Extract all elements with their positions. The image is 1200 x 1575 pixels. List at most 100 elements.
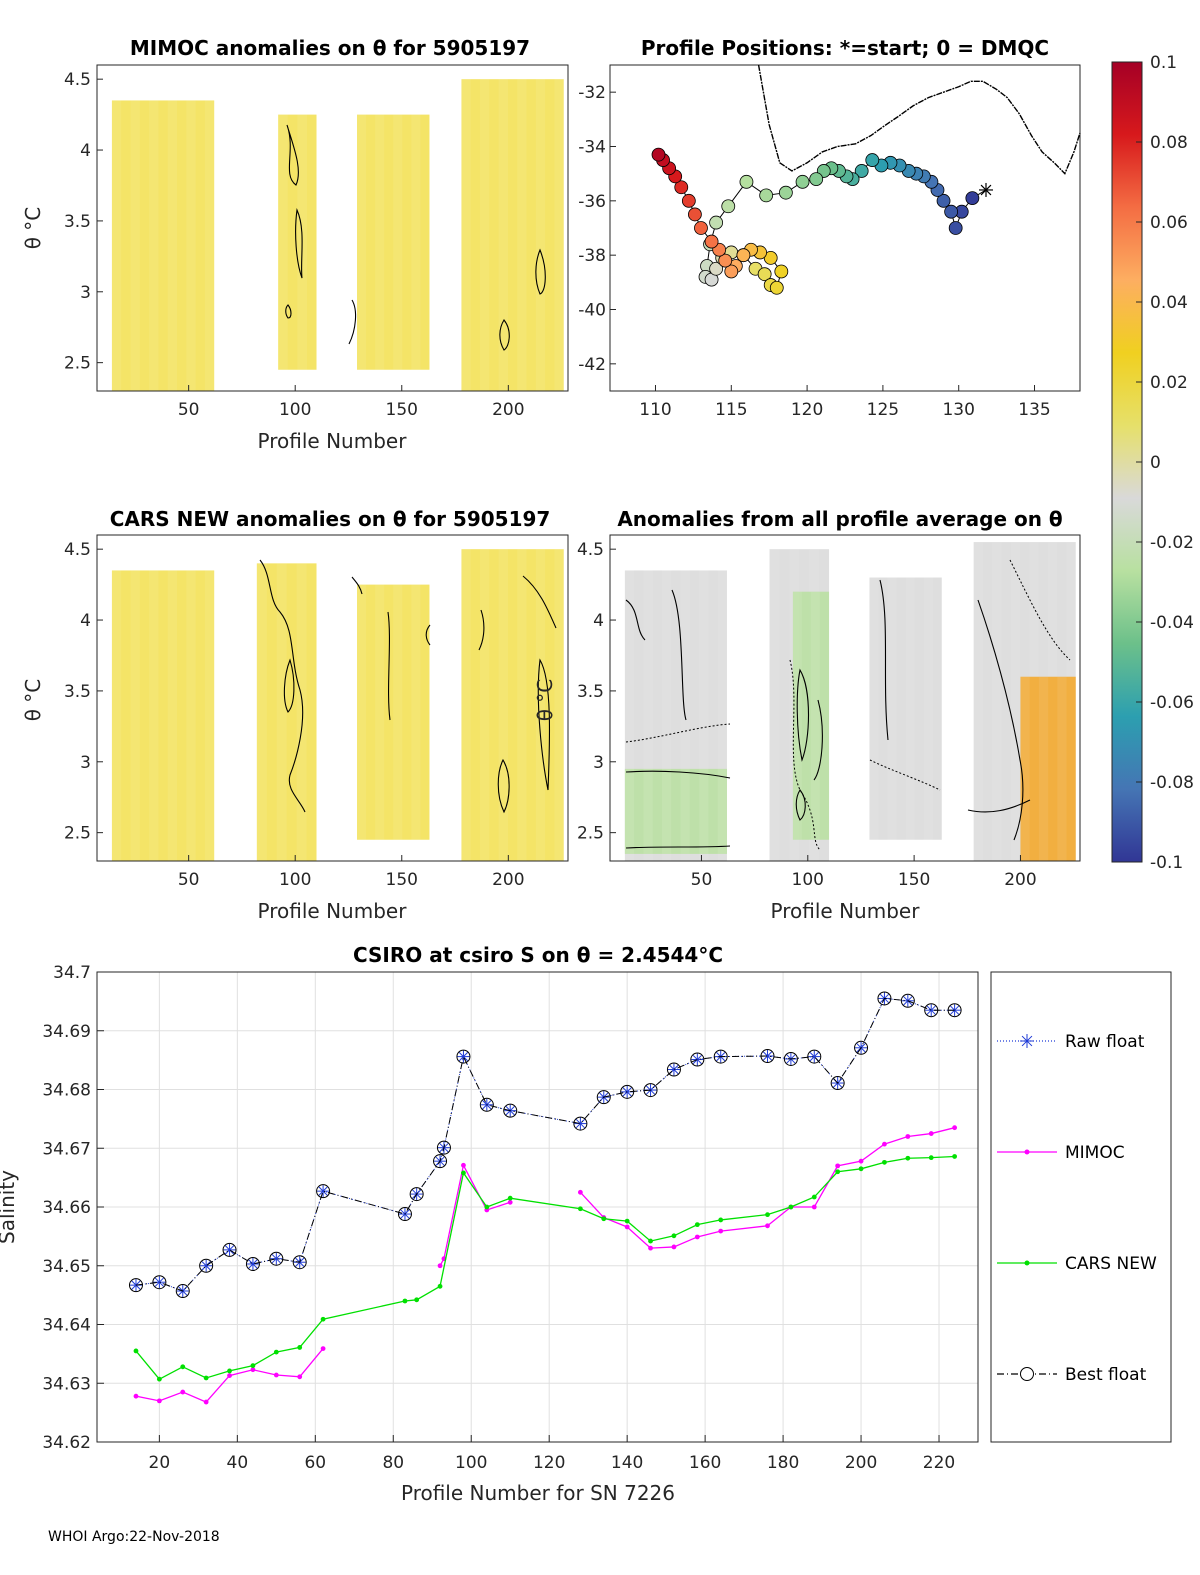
all-texture-stripe — [887, 577, 897, 840]
cars-texture-stripe — [517, 549, 527, 861]
all-texture-stripe — [992, 542, 1002, 861]
cars-data-block — [111, 570, 215, 861]
cars-point — [928, 1155, 934, 1161]
profile-position-point — [709, 215, 724, 230]
colorbar-tick-label: 0.06 — [1150, 213, 1188, 233]
cars-contour-line — [283, 658, 295, 713]
positions-xtick-label: 115 — [715, 400, 747, 420]
all-texture-stripe — [869, 577, 879, 840]
profile-position-point — [674, 180, 689, 195]
salinity-ytick-label: 34.7 — [53, 963, 91, 983]
profile-position-point — [854, 164, 869, 178]
float-track — [651, 147, 993, 295]
cars-point — [835, 1169, 841, 1175]
raw-point — [271, 1254, 281, 1264]
best-point — [573, 1116, 588, 1131]
all-data-block — [1020, 676, 1076, 861]
best-point — [830, 1076, 845, 1091]
all-data-block — [869, 577, 942, 840]
best-point — [456, 1049, 471, 1064]
legend-marker — [1024, 1260, 1030, 1266]
mimoc-title: MIMOC anomalies on θ for 5905197 — [130, 36, 530, 60]
mimoc-texture-stripe — [149, 100, 159, 391]
colorbar-tick-label: -0.1 — [1150, 853, 1183, 873]
cars-point — [718, 1217, 724, 1223]
mimoc-point — [507, 1199, 513, 1205]
mimoc-contour-line — [286, 124, 299, 186]
positions-panel: Profile Positions: *=start; 0 = DMQC 110… — [578, 36, 1081, 420]
all-heatmap — [624, 542, 1076, 861]
positions-xtick-label: 135 — [1018, 400, 1050, 420]
all-contour-line — [795, 789, 806, 821]
cars-panel: CARS NEW anomalies on θ for 5905197 θ °C… — [21, 507, 569, 923]
raw-point — [248, 1259, 258, 1269]
mimoc-texture-stripe — [535, 79, 546, 391]
best-point — [596, 1090, 611, 1105]
positions-ytick-label: -34 — [578, 138, 606, 158]
mimoc-point — [250, 1367, 256, 1373]
mimoc-contour-line — [535, 248, 546, 295]
mimoc-point — [320, 1346, 326, 1351]
profile-position-point — [739, 174, 754, 189]
mimoc-point — [203, 1399, 209, 1405]
all-ytick-label: 4.5 — [577, 540, 604, 560]
cars-point — [320, 1316, 326, 1322]
colorbar-ticks: 0.1 0.08 0.06 0.04 0.02 0 -0.02 -0.04 -0.06 -0.08… — [1136, 53, 1194, 873]
cars-texture-stripe — [461, 549, 471, 861]
all-texture-stripe — [643, 570, 653, 861]
all-texture-stripe — [699, 768, 709, 854]
mimoc-panel: MIMOC anomalies on θ for 5905197 50 100 15… — [21, 36, 569, 453]
salinity-xtick-label: 20 — [149, 1453, 171, 1473]
mimoc-contour-line — [499, 319, 510, 351]
mimoc-point — [905, 1134, 911, 1139]
cars-xtick-label: 50 — [178, 870, 200, 890]
mimoc-point — [624, 1224, 630, 1230]
colorbar-tick-label: -0.06 — [1150, 693, 1194, 713]
best-point — [269, 1251, 284, 1266]
all-title: Anomalies from all profile average on θ — [617, 507, 1062, 531]
mimoc-xtick-label: 50 — [178, 400, 200, 420]
cars-point — [952, 1154, 958, 1159]
mimoc-texture-stripe — [498, 79, 508, 391]
all-texture-stripe — [624, 768, 635, 854]
cars-texture-stripe — [480, 549, 490, 861]
profile-position-point — [681, 193, 696, 208]
best-point — [316, 1184, 331, 1199]
mimoc-point — [648, 1245, 653, 1251]
best-point — [643, 1083, 658, 1098]
salinity-ytick-label: 34.66 — [42, 1198, 91, 1218]
profile-position-point — [721, 199, 736, 214]
best-point — [433, 1154, 448, 1169]
raw-point — [224, 1245, 235, 1255]
all-contour-line — [671, 589, 687, 721]
positions-ytick-label: -36 — [578, 192, 606, 212]
cars-axes-frame — [96, 534, 569, 862]
legend-item-mimoc: MIMOC — [997, 1143, 1125, 1163]
mimoc-texture-stripe — [480, 79, 490, 391]
best-point — [292, 1255, 307, 1270]
cars-texture-stripe — [411, 584, 421, 840]
profile-position-point — [944, 204, 959, 219]
positions-ytick-label: -42 — [578, 355, 606, 375]
mimoc-ytick-label: 2.5 — [64, 354, 91, 374]
mimoc-data-block — [278, 114, 317, 370]
mimoc-texture-stripe — [204, 100, 215, 391]
cars-contour-line — [425, 624, 431, 646]
positions-axes: 110 115 120 125 130 135 -32 -34 -36 -38 -40 -42 — [578, 83, 1051, 420]
cars-xtick-label: 150 — [386, 870, 418, 890]
cars-point — [180, 1364, 186, 1370]
mimoc-point — [577, 1189, 583, 1195]
salinity-ytick-label: 34.68 — [42, 1081, 91, 1101]
coastline — [757, 64, 1081, 175]
mimoc-ytick-label: 4 — [80, 141, 91, 161]
all-texture-stripe — [699, 570, 709, 861]
all-ytick-label: 4 — [593, 611, 604, 631]
cars-point — [648, 1238, 653, 1244]
coastline-path — [757, 64, 1081, 175]
all-contour-line — [625, 845, 731, 849]
cars-texture-stripe — [296, 563, 307, 861]
profile-position-point — [651, 147, 666, 162]
all-texture-stripe — [717, 768, 727, 854]
all-xtick-label: 100 — [792, 870, 824, 890]
cars-xtick-label: 100 — [279, 870, 311, 890]
